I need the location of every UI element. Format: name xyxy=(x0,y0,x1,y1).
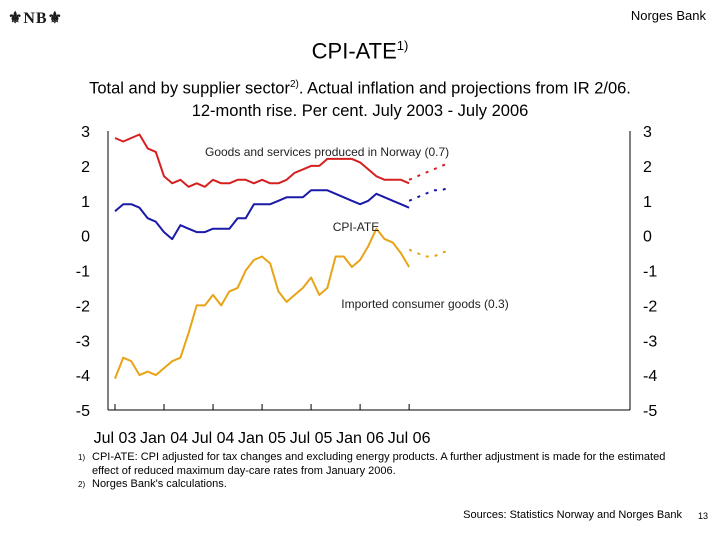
series-label-0: Goods and services produced in Norway (0… xyxy=(205,145,449,159)
y-tick-label-right: -2 xyxy=(643,298,657,315)
subtitle-line-1: Total and by supplier sector2). Actual i… xyxy=(0,74,720,100)
y-tick-label-left: 1 xyxy=(81,194,90,211)
chart-subtitle: Total and by supplier sector2). Actual i… xyxy=(0,74,720,122)
y-tick-label-right: 0 xyxy=(643,229,652,246)
y-tick-label-left: -1 xyxy=(76,264,90,281)
subtitle-line-1-post: . Actual inflation and projections from … xyxy=(298,79,631,98)
y-tick-label-right: -4 xyxy=(643,368,657,385)
chart-title: CPI-ATE1) xyxy=(0,38,720,64)
logo-text: NB xyxy=(23,10,48,27)
sources-note: Sources: Statistics Norway and Norges Ba… xyxy=(463,509,682,521)
y-tick-label-left: 3 xyxy=(81,124,90,141)
title-footnote-mark: 1) xyxy=(396,38,409,53)
title-text: CPI-ATE xyxy=(311,38,397,64)
y-tick-label-right: 2 xyxy=(643,159,652,176)
bank-name: Norges Bank xyxy=(630,8,706,23)
chart-frame xyxy=(107,131,631,411)
series-line-0 xyxy=(114,133,410,188)
subtitle-footnote-mark: 2) xyxy=(289,79,299,90)
y-tick-label-left: -4 xyxy=(76,368,90,385)
y-tick-label-right: -3 xyxy=(643,333,657,350)
chart-series xyxy=(114,133,451,379)
series-line-2 xyxy=(114,227,410,379)
y-tick-label-left: -2 xyxy=(76,298,90,315)
y-tick-label-left: -5 xyxy=(76,403,90,420)
logo-lion-icon-right: ⚜ xyxy=(47,10,63,27)
y-tick-label-right: 3 xyxy=(643,124,652,141)
footnote-1-text: CPI-ATE: CPI adjusted for tax changes an… xyxy=(92,451,666,477)
y-tick-label-right: -5 xyxy=(643,403,657,420)
series-line-1 xyxy=(114,189,410,241)
subtitle-line-1-pre: Total and by supplier sector xyxy=(89,79,290,98)
series-label-1: CPI-ATE xyxy=(333,220,379,234)
footnote-1: 1) CPI-ATE: CPI adjusted for tax changes… xyxy=(78,451,678,478)
subtitle-line-2: 12-month rise. Per cent. July 2003 - Jul… xyxy=(191,101,529,120)
page-number: 13 xyxy=(697,511,708,521)
x-tick-label: Jan 05 xyxy=(238,430,286,447)
footnote-2-text: Norges Bank's calculations. xyxy=(92,478,227,490)
projection-line-0 xyxy=(408,161,451,181)
chart-annotations: Goods and services produced in Norway (0… xyxy=(205,145,509,311)
footnote-2-mark: 2) xyxy=(78,480,86,489)
projection-line-1 xyxy=(408,185,451,202)
x-tick-label: Jul 03 xyxy=(94,430,137,447)
x-tick-label: Jan 06 xyxy=(336,430,384,447)
y-tick-label-left: 0 xyxy=(81,229,90,246)
footnote-1-mark: 1) xyxy=(78,453,86,462)
norges-bank-logo: ⚜NB⚜ xyxy=(8,8,63,28)
x-tick-label: Jul 04 xyxy=(192,430,235,447)
y-tick-label-left: -3 xyxy=(76,333,90,350)
footnotes: 1) CPI-ATE: CPI adjusted for tax changes… xyxy=(78,451,678,492)
footnote-2: 2) Norges Bank's calculations. xyxy=(78,478,678,492)
logo-lion-icon: ⚜ xyxy=(8,10,24,27)
y-tick-label-right: -1 xyxy=(643,264,657,281)
x-tick-label: Jan 04 xyxy=(140,430,188,447)
x-tick-label: Jul 06 xyxy=(388,430,431,447)
y-tick-label-right: 1 xyxy=(643,194,652,211)
y-tick-label-left: 2 xyxy=(81,159,90,176)
x-tick-label: Jul 05 xyxy=(290,430,333,447)
projection-line-2 xyxy=(408,248,451,258)
series-label-2: Imported consumer goods (0.3) xyxy=(341,297,508,311)
